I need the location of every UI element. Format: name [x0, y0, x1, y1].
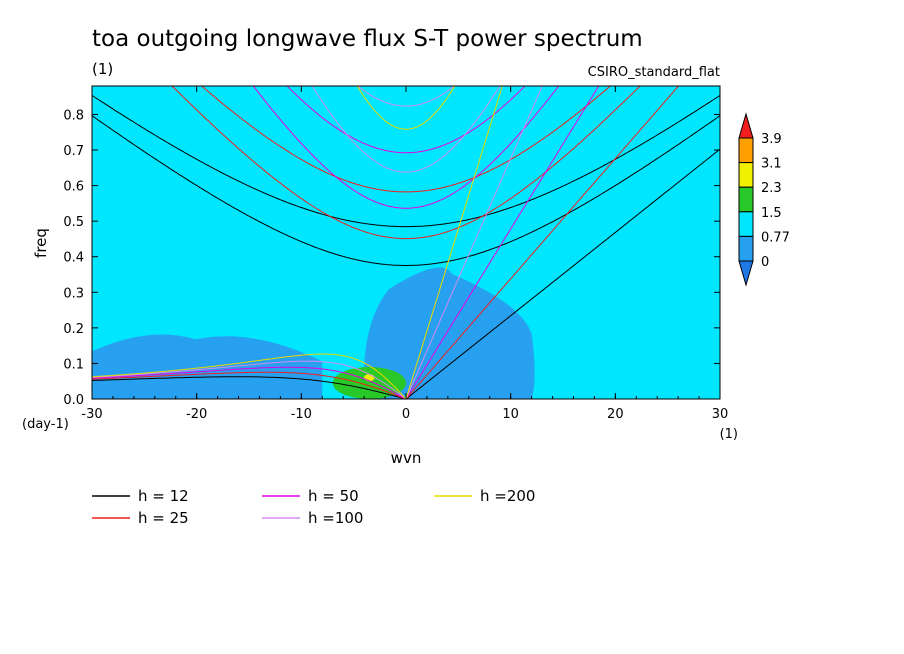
kelvin-curve [405, 86, 680, 399]
inertia-gravity-curve [252, 86, 560, 209]
kelvin-curve [405, 86, 543, 399]
legend-label: h =100 [308, 509, 363, 527]
kelvin-curve [405, 86, 600, 399]
colorbar-min-arrow [738, 260, 754, 287]
dataset-label: CSIRO_standard_flat [588, 65, 720, 80]
rossby-curve [92, 353, 407, 399]
y-tick-label: 0.1 [63, 357, 84, 372]
y-axis-unit: (day-1) [22, 417, 69, 432]
colorbar-label: 2.3 [761, 181, 782, 196]
x-tick-label: -30 [81, 407, 102, 422]
rossby-curve [92, 366, 407, 399]
colorbar-segment [738, 235, 754, 262]
x-tick-label: 0 [402, 407, 410, 422]
colorbar-label: 1.5 [761, 206, 782, 221]
x-tick-label: 10 [502, 407, 519, 422]
inertia-gravity-curve [356, 86, 456, 130]
inertia-gravity-curve [200, 86, 612, 193]
y-tick-label: 0.8 [63, 108, 84, 123]
colorbar-label: 3.1 [761, 157, 782, 172]
colorbar-label: 3.9 [761, 132, 782, 147]
inertia-gravity-curve [286, 86, 526, 154]
colorbar-max-arrow [738, 112, 754, 139]
kelvin-curve [405, 86, 503, 399]
inertia-gravity-curve [311, 86, 501, 173]
chart-title: toa outgoing longwave flux S-T power spe… [92, 26, 643, 52]
plot-area [92, 86, 720, 399]
legend: h = 12 h = 25 h = 50 h =100 h =200 [92, 487, 535, 527]
y-axis-label: freq [32, 228, 50, 258]
rossby-curve [92, 376, 407, 399]
inertia-gravity-curve [357, 86, 455, 107]
colorbar-segment [738, 211, 754, 237]
y-tick-label: 0.2 [63, 322, 84, 337]
colorbar: 0 0.77 1.5 2.3 3.1 3.9 [738, 112, 790, 287]
inertia-gravity-curve [92, 115, 720, 266]
rossby-curve [92, 371, 407, 399]
y-tick-label: 0.7 [63, 144, 84, 159]
colorbar-label: 0 [761, 255, 769, 270]
y-tick-label: 0.3 [63, 286, 84, 301]
kelvin-curve [405, 148, 720, 399]
colorbar-label: 0.77 [761, 230, 790, 245]
x-axis-label: wvn [391, 449, 422, 467]
legend-label: h = 50 [308, 487, 359, 505]
y-tick-label: 0.6 [63, 180, 84, 195]
inertia-gravity-curve [171, 86, 641, 240]
legend-label: h = 25 [138, 509, 189, 527]
y-tick-label: 0.0 [63, 393, 84, 408]
colorbar-segment [738, 186, 754, 213]
rossby-curve [92, 360, 407, 399]
x-tick-label: -20 [186, 407, 207, 422]
y-tick-label: 0.5 [63, 215, 84, 230]
legend-label: h =200 [480, 487, 535, 505]
x-tick-label: -10 [291, 407, 312, 422]
x-tick-label: 20 [607, 407, 624, 422]
y-tick-label: 0.4 [63, 251, 84, 266]
high-power-region [364, 374, 375, 382]
colorbar-segment [738, 162, 754, 188]
legend-label: h = 12 [138, 487, 189, 505]
high-power-region [332, 366, 406, 399]
chart-subtitle: (1) [92, 60, 113, 78]
x-axis-unit: (1) [720, 427, 738, 442]
x-tick-label: 30 [712, 407, 729, 422]
colorbar-segment [738, 137, 754, 164]
